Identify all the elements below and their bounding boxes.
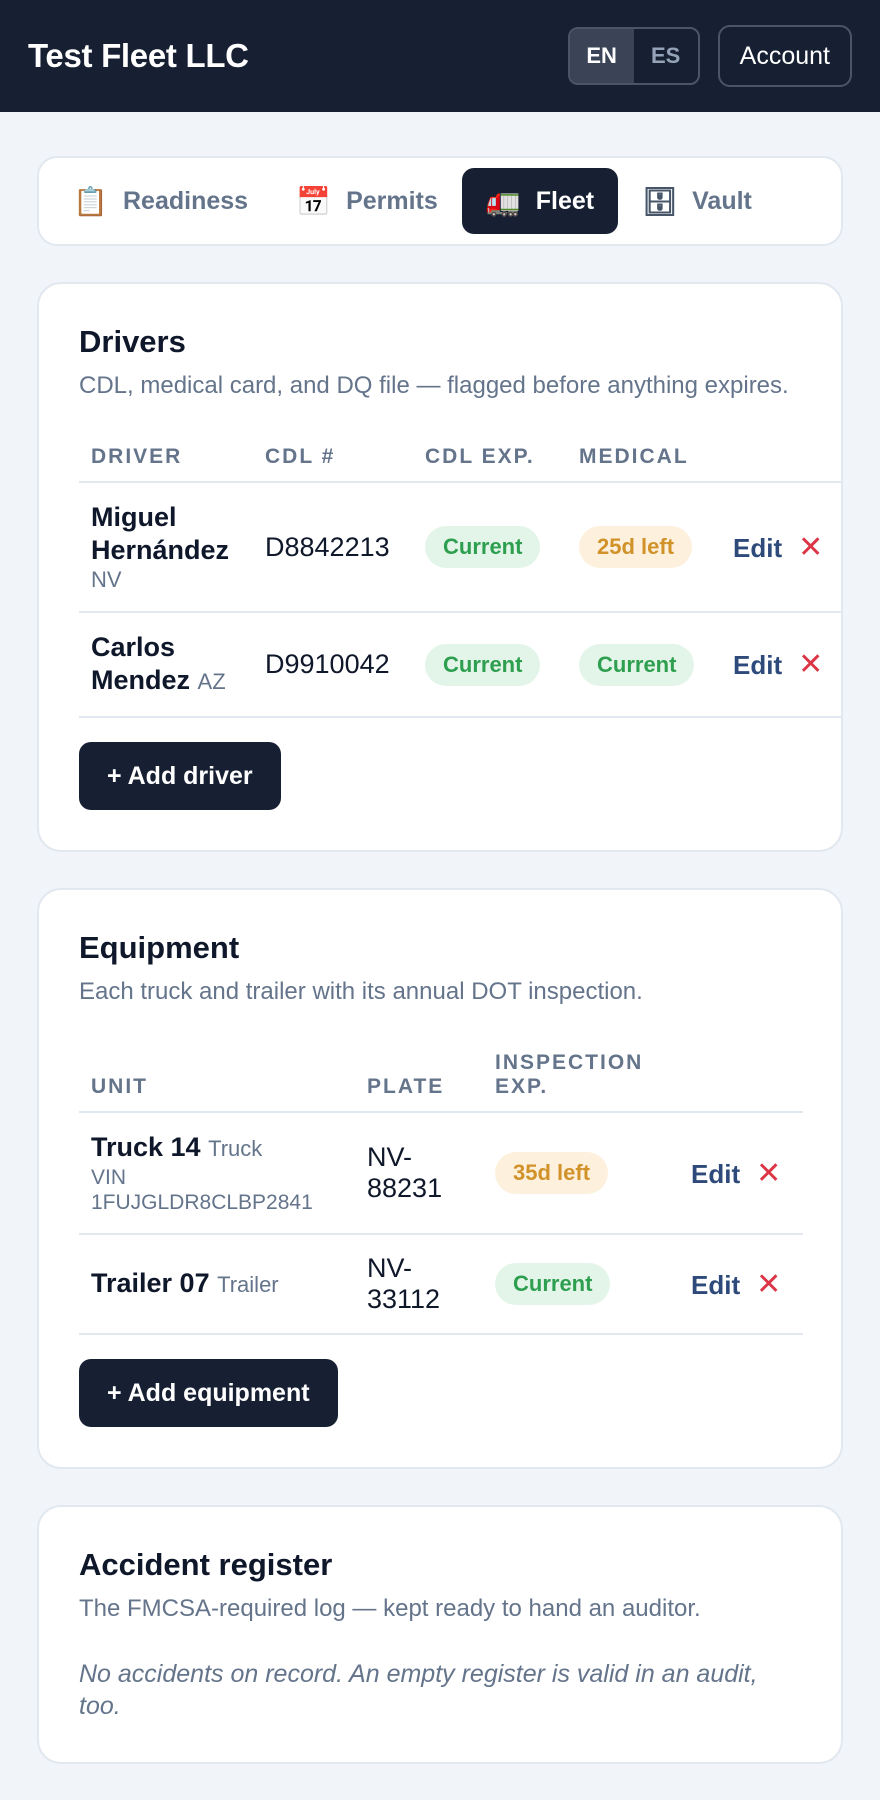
table-row: Miguel Hernández NV D8842213 Current 25d…: [79, 482, 842, 613]
column-header: CDL #: [253, 433, 413, 483]
account-button[interactable]: Account: [717, 25, 852, 87]
driver-state: AZ: [197, 669, 226, 694]
row-actions: Edit ✕: [679, 1234, 803, 1335]
delete-icon[interactable]: ✕: [756, 1156, 782, 1190]
column-header: MEDICAL: [567, 433, 721, 483]
company-name: Test Fleet LLC: [28, 37, 249, 74]
tab-permits[interactable]: 📅 Permits: [272, 168, 462, 234]
add-equipment-button[interactable]: + Add equipment: [79, 1359, 338, 1427]
table-row: Trailer 07 Trailer NV-33112 Current Edit…: [79, 1234, 803, 1335]
table-row: Carlos Mendez AZ D9910042 Current Curren…: [79, 612, 842, 718]
file-cabinet-icon: 🗄: [642, 185, 678, 217]
column-header: UNIT: [79, 1039, 355, 1113]
drivers-title: Drivers: [79, 324, 186, 359]
cdl-number: D9910042: [253, 612, 413, 718]
edit-button[interactable]: Edit: [733, 650, 783, 680]
tab-label: Readiness: [123, 186, 249, 215]
status-badge: 35d left: [495, 1152, 609, 1194]
unit-name-wrap: Trailer 07 Trailer: [91, 1267, 343, 1301]
tab-fleet[interactable]: 🚛 Fleet: [461, 168, 619, 234]
equipment-subtitle: Each truck and trailer with its annual D…: [79, 978, 643, 1005]
column-header-actions: [679, 1039, 803, 1113]
drivers-table: DRIVER CDL # CDL EXP. MEDICAL Miguel Her…: [79, 433, 842, 718]
column-header: CDL EXP.: [413, 433, 567, 483]
drivers-subtitle: CDL, medical card, and DQ file — flagged…: [79, 372, 789, 399]
edit-button[interactable]: Edit: [733, 532, 783, 563]
table-row: Truck 14 Truck VIN 1FUJGLDR8CLBP2841 NV-…: [79, 1112, 803, 1235]
table-header-row: DRIVER CDL # CDL EXP. MEDICAL: [79, 433, 842, 483]
status-badge: Current: [579, 643, 695, 686]
empty-state-text: No accidents on record. An empty registe…: [79, 1660, 758, 1720]
medical-cell: Current: [567, 612, 721, 718]
plate-number: NV-33112: [355, 1234, 483, 1335]
tab-label: Permits: [346, 186, 438, 215]
tab-label: Vault: [692, 186, 752, 215]
delete-icon[interactable]: ✕: [756, 1267, 782, 1301]
unit-type: Truck: [208, 1136, 263, 1161]
clipboard-icon: 📋: [73, 185, 108, 217]
unit-name-wrap: Truck 14 Truck: [91, 1131, 343, 1165]
topbar-actions: EN ES Account: [567, 25, 852, 87]
accidents-subtitle: The FMCSA-required log — kept ready to h…: [79, 1595, 701, 1622]
unit-cell: Trailer 07 Trailer: [79, 1234, 355, 1335]
equipment-table: UNIT PLATE INSPECTION EXP. Truck 14 Truc…: [79, 1039, 803, 1335]
unit-name: Truck 14: [91, 1132, 201, 1162]
row-actions: Edit ✕: [679, 1112, 803, 1235]
lang-en-button[interactable]: EN: [569, 29, 634, 83]
driver-state: NV: [91, 567, 122, 592]
status-badge: Current: [425, 643, 541, 686]
accident-register-card: Accident register The FMCSA-required log…: [37, 1505, 843, 1764]
lang-es-button[interactable]: ES: [650, 43, 681, 68]
unit-type: Trailer: [217, 1272, 279, 1297]
row-actions: Edit ✕: [721, 612, 842, 718]
plate-number: NV-88231: [355, 1112, 483, 1235]
column-header: DRIVER: [79, 433, 253, 483]
unit-name: Trailer 07: [91, 1268, 210, 1298]
status-badge: Current: [425, 526, 541, 568]
top-bar: Test Fleet LLC EN ES Account: [0, 0, 880, 112]
unit-vin: VIN 1FUJGLDR8CLBP2841: [91, 1166, 313, 1214]
truck-icon: 🚛: [485, 185, 521, 217]
equipment-card: Equipment Each truck and trailer with it…: [37, 888, 843, 1469]
unit-cell: Truck 14 Truck VIN 1FUJGLDR8CLBP2841: [79, 1112, 355, 1235]
row-actions: Edit ✕: [721, 482, 842, 613]
tab-bar: 📋 Readiness 📅 Permits 🚛 Fleet 🗄 Vault: [37, 156, 843, 246]
cdl-number: D8842213: [253, 482, 413, 613]
column-header: INSPECTION EXP.: [483, 1039, 679, 1113]
edit-button[interactable]: Edit: [691, 1158, 741, 1189]
accidents-title: Accident register: [79, 1547, 333, 1582]
delete-icon[interactable]: ✕: [798, 648, 824, 681]
driver-cell: Carlos Mendez AZ: [79, 612, 253, 718]
equipment-title: Equipment: [79, 930, 240, 965]
cdl-exp-cell: Current: [413, 612, 567, 718]
driver-name: Carlos Mendez: [91, 632, 191, 695]
drivers-card: Drivers CDL, medical card, and DQ file —…: [37, 282, 843, 852]
inspection-cell: 35d left: [483, 1112, 679, 1235]
table-header-row: UNIT PLATE INSPECTION EXP.: [79, 1039, 803, 1113]
edit-button[interactable]: Edit: [691, 1269, 741, 1300]
tab-label: Fleet: [535, 186, 595, 215]
calendar-icon: 📅: [296, 185, 331, 217]
column-header-actions: [721, 433, 842, 483]
status-badge: Current: [495, 1263, 611, 1305]
add-driver-button[interactable]: + Add driver: [79, 742, 281, 810]
medical-cell: 25d left: [567, 482, 721, 613]
inspection-cell: Current: [483, 1234, 679, 1335]
tab-readiness[interactable]: 📋 Readiness: [49, 168, 272, 234]
cdl-exp-cell: Current: [413, 482, 567, 613]
driver-name-wrap: Carlos Mendez AZ: [91, 631, 241, 698]
column-header: PLATE: [355, 1039, 483, 1113]
driver-name: Miguel Hernández: [91, 502, 230, 565]
delete-icon[interactable]: ✕: [798, 530, 824, 564]
status-badge: 25d left: [579, 526, 693, 568]
language-switcher: EN ES: [567, 27, 700, 85]
tab-vault[interactable]: 🗄 Vault: [618, 168, 776, 234]
driver-cell: Miguel Hernández NV: [79, 482, 253, 613]
